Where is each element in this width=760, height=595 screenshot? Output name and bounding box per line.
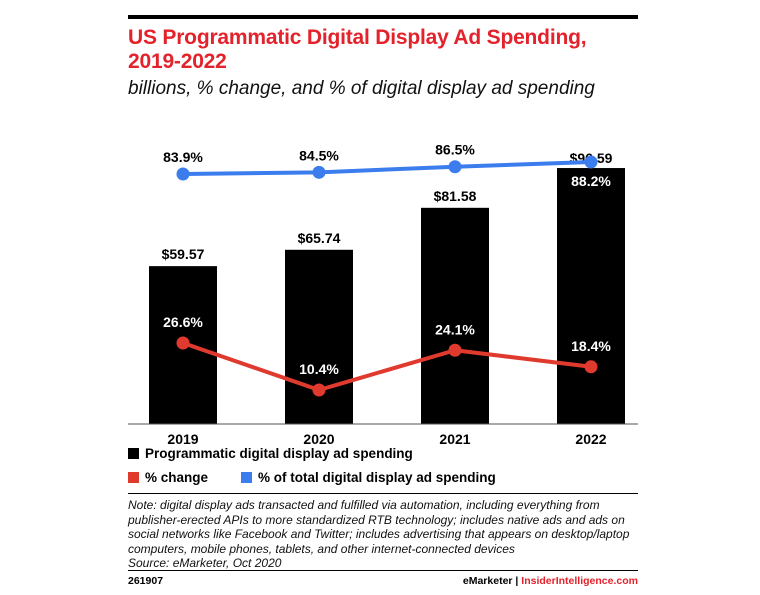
bar-label-2020: $65.74 <box>298 230 341 246</box>
share-point-2022 <box>584 155 598 169</box>
change-point-2021 <box>448 343 462 357</box>
legend-item-share: % of total digital display ad spending <box>241 470 496 485</box>
share-label-2019: 83.9% <box>163 149 203 165</box>
brand-emarketer: eMarketer <box>462 575 513 587</box>
share-line <box>182 160 592 176</box>
x-tick-2020: 2020 <box>303 431 334 447</box>
x-tick-2022: 2022 <box>575 431 606 447</box>
bar-label-2019: $59.57 <box>162 246 205 262</box>
bar-2022 <box>557 168 625 424</box>
change-point-2019 <box>176 336 190 350</box>
bar-2021 <box>421 207 489 424</box>
chart-id: 261907 <box>128 575 164 587</box>
share-point-2021 <box>448 160 462 174</box>
legend-swatch-share <box>241 472 252 483</box>
legend-label-share: % of total digital display ad spending <box>258 470 496 485</box>
brand-separator: | <box>515 575 519 587</box>
share-point-2020 <box>312 165 326 179</box>
share-label-2022: 88.2% <box>571 173 611 189</box>
change-label-2020: 10.4% <box>299 361 339 377</box>
legend-swatch-change <box>128 472 139 483</box>
bar-2020 <box>285 249 353 424</box>
legend-label-spending: Programmatic digital display ad spending <box>145 446 413 461</box>
footer-separator <box>128 570 638 571</box>
change-point-2020 <box>312 383 326 397</box>
change-point-2022 <box>584 360 598 374</box>
change-label-2019: 26.6% <box>163 314 203 330</box>
note-block: Note: digital display ads transacted and… <box>128 498 638 571</box>
change-label-2021: 24.1% <box>435 321 475 337</box>
share-label-2020: 84.5% <box>299 147 339 163</box>
share-label-2021: 86.5% <box>435 142 475 158</box>
note-text: Note: digital display ads transacted and… <box>128 498 630 556</box>
x-tick-2019: 2019 <box>167 431 198 447</box>
brand: eMarketer | InsiderIntelligence.com <box>463 575 638 587</box>
chart-card: US Programmatic Digital Display Ad Spend… <box>128 0 638 595</box>
note-separator <box>128 493 638 494</box>
legend-item-spending: Programmatic digital display ad spending <box>128 446 413 461</box>
x-tick-2021: 2021 <box>439 431 470 447</box>
brand-insider: InsiderIntelligence.com <box>521 575 638 587</box>
legend-swatch-spending <box>128 448 139 459</box>
bar-label-2021: $81.58 <box>434 188 477 204</box>
legend-item-change: % change <box>128 470 208 485</box>
combo-chart: $59.57$65.74$81.58$96.592019202020212022… <box>128 142 638 447</box>
share-point-2019 <box>176 167 190 181</box>
top-rule <box>128 15 638 19</box>
source-text: Source: eMarketer, Oct 2020 <box>128 556 282 570</box>
change-label-2022: 18.4% <box>571 338 611 354</box>
chart-subtitle: billions, % change, and % of digital dis… <box>128 78 595 99</box>
change-line <box>182 341 592 392</box>
chart-title: US Programmatic Digital Display Ad Spend… <box>128 26 587 73</box>
legend-label-change: % change <box>145 470 209 485</box>
